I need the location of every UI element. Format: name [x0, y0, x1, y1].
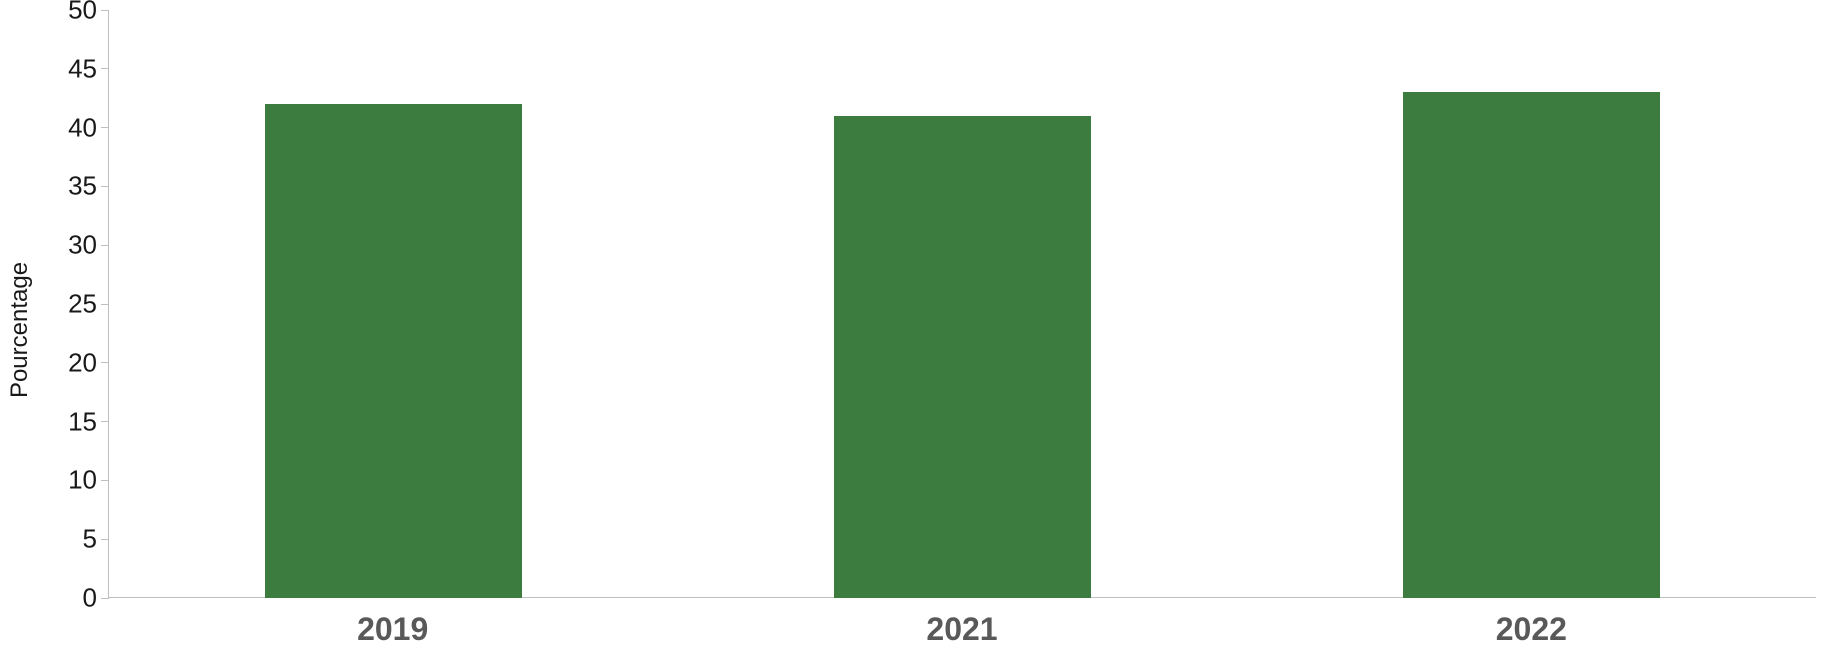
- y-tick-label: 35: [68, 171, 101, 202]
- y-tick-label: 30: [68, 230, 101, 261]
- bar: [834, 116, 1090, 598]
- y-tick-mark: [101, 480, 109, 481]
- bar: [265, 104, 521, 598]
- bar-chart: Pourcentage 05101520253035404550 2019202…: [0, 0, 1836, 660]
- y-axis-title: Pourcentage: [6, 262, 34, 398]
- y-tick-label: 40: [68, 112, 101, 143]
- y-tick-mark: [101, 304, 109, 305]
- y-tick-label: 10: [68, 465, 101, 496]
- y-tick-label: 0: [83, 583, 101, 614]
- x-tick-label: 2019: [357, 611, 428, 648]
- y-tick-mark: [101, 539, 109, 540]
- bar: [1403, 92, 1659, 598]
- y-tick-mark: [101, 10, 109, 11]
- y-tick-label: 25: [68, 289, 101, 320]
- x-axis-labels: 2019 2021 2022: [108, 605, 1816, 660]
- x-tick-label: 2022: [1496, 611, 1567, 648]
- y-tick-mark: [101, 186, 109, 187]
- y-axis-title-container: Pourcentage: [0, 0, 40, 660]
- y-tick-label: 50: [68, 0, 101, 26]
- y-tick-label: 5: [83, 524, 101, 555]
- y-tick-mark: [101, 362, 109, 363]
- x-tick-label: 2021: [926, 611, 997, 648]
- y-tick-label: 15: [68, 406, 101, 437]
- y-tick-label: 45: [68, 53, 101, 84]
- y-tick-mark: [101, 421, 109, 422]
- y-tick-mark: [101, 127, 109, 128]
- inner-plot: 05101520253035404550: [108, 10, 1816, 598]
- y-tick-label: 20: [68, 347, 101, 378]
- y-tick-mark: [101, 245, 109, 246]
- y-tick-mark: [101, 68, 109, 69]
- y-tick-mark: [101, 598, 109, 599]
- plot-area: 05101520253035404550: [108, 10, 1816, 598]
